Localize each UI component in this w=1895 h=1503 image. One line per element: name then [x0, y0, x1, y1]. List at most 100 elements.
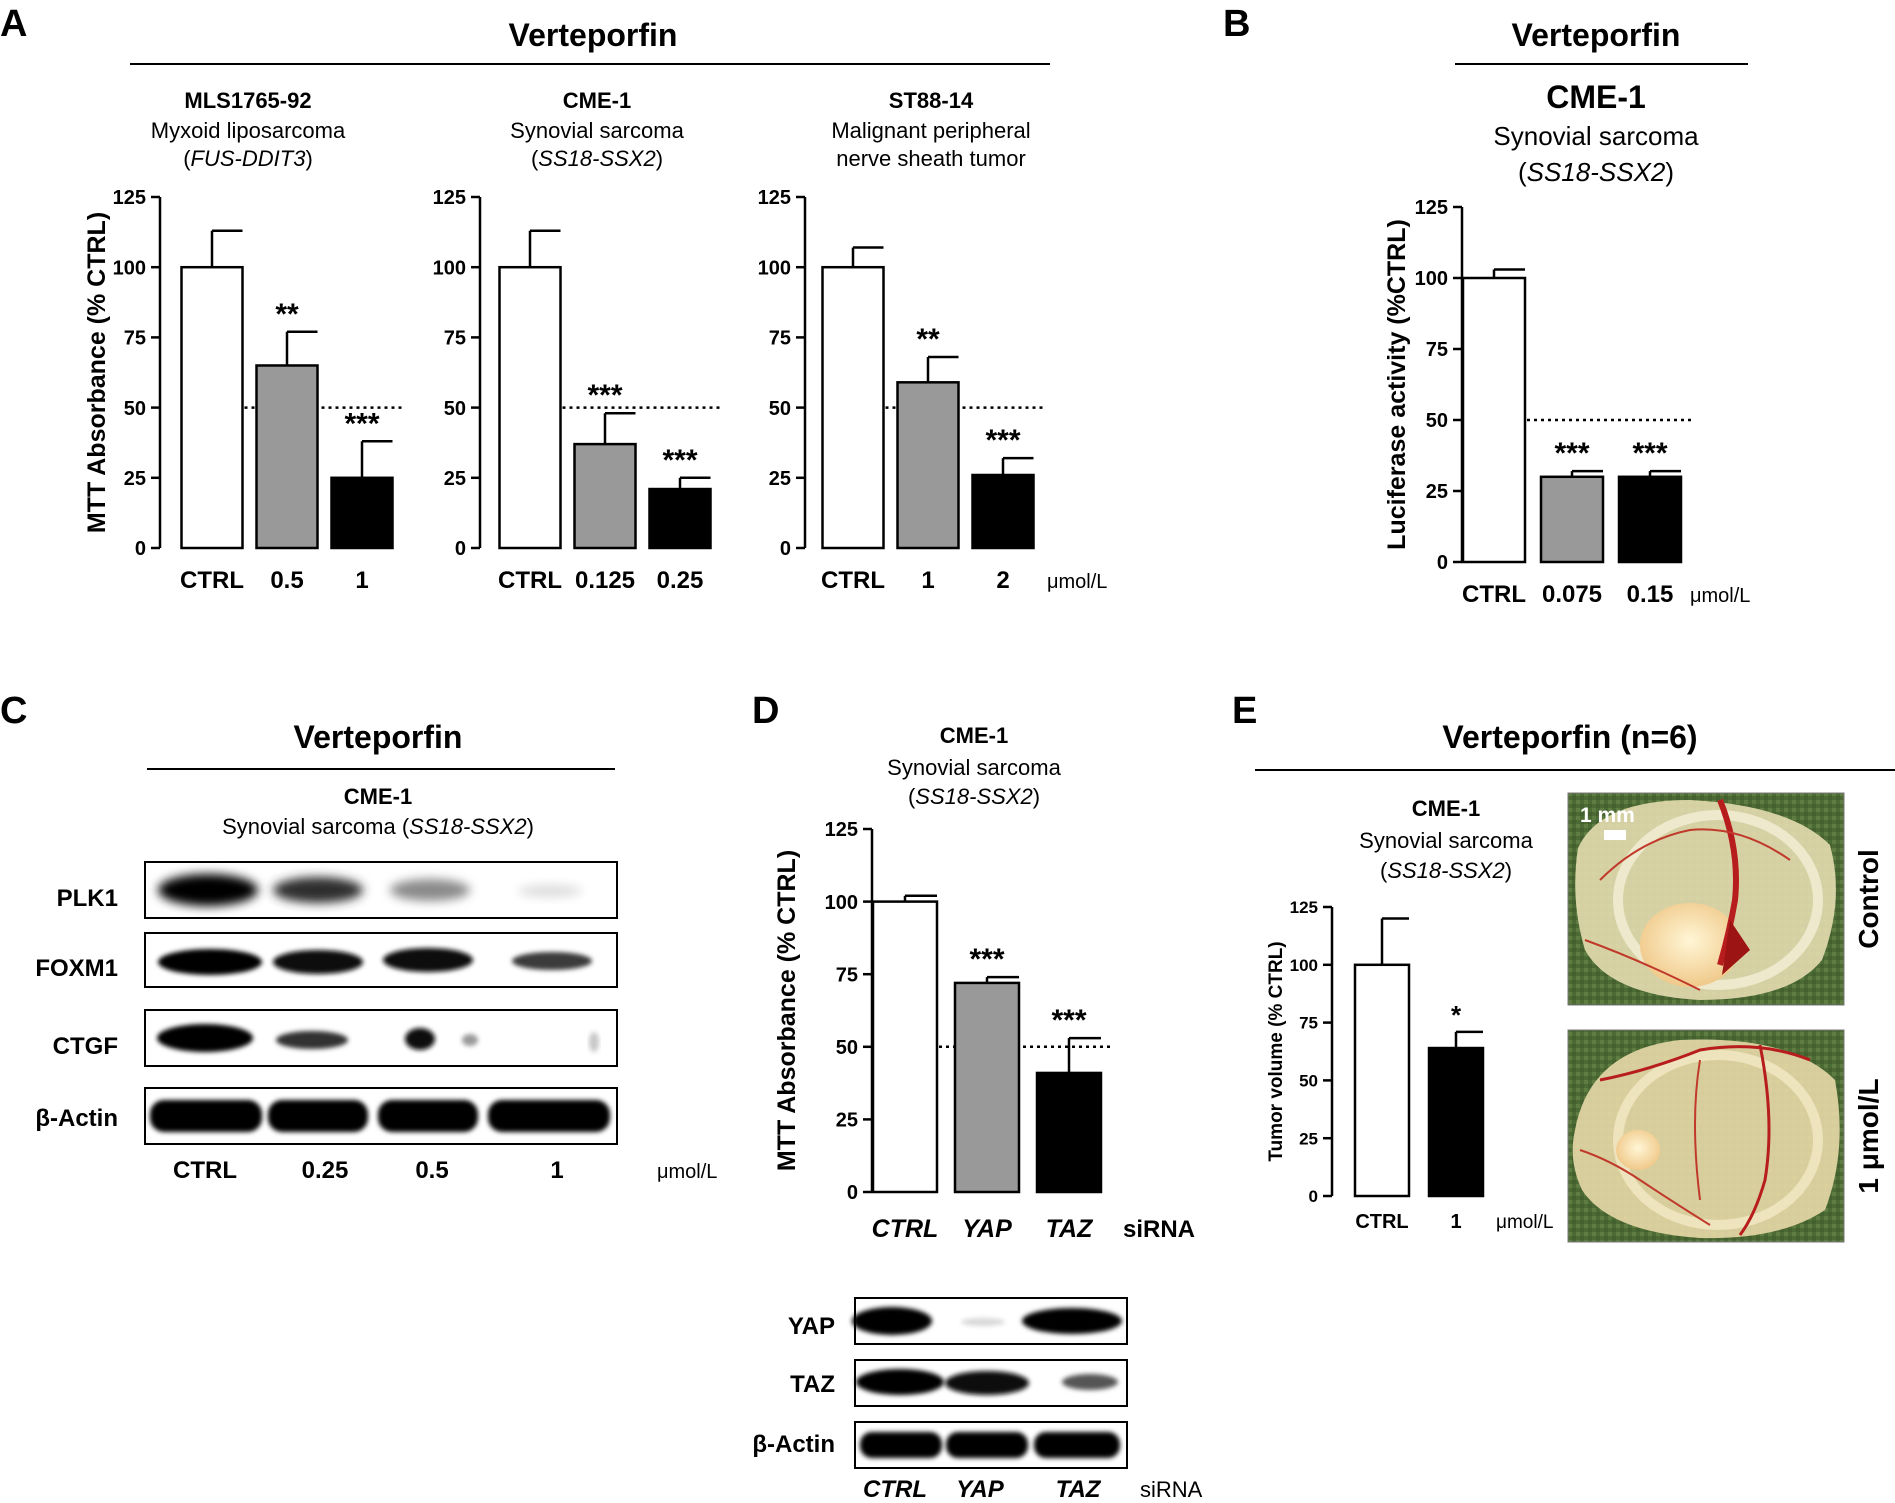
- vessel-control-2: [1722, 920, 1750, 975]
- panel-letter-e: E: [1232, 690, 1257, 732]
- a2-ytick-label: 0: [455, 538, 466, 560]
- panel-letter-c: C: [0, 690, 27, 732]
- a1-category-label: 1: [355, 567, 368, 594]
- panel-letter-a: A: [0, 3, 27, 45]
- a1-significance-marker: ***: [344, 407, 379, 440]
- vessel-control-1: [1717, 798, 1739, 966]
- vessel-control-4: [1584, 939, 1701, 991]
- band-plk1-1: [518, 885, 582, 897]
- a3-bar-CTRL: [821, 265, 885, 550]
- d-significance-marker: ***: [1051, 1004, 1086, 1037]
- b-bar-0.15: [1617, 475, 1683, 564]
- d-bar-CTRL: [871, 900, 939, 1194]
- a2-ytick-label: 125: [433, 187, 466, 209]
- a3-bar-2: [971, 473, 1035, 550]
- chart-a2: 0 25 50 75 100 125 CTRL *** 0.125 *** 0.25: [433, 187, 723, 594]
- band-yap-ctrl: [852, 1307, 932, 1335]
- a1-ytick-label: 125: [113, 187, 146, 209]
- a3-ytick-label: 125: [758, 187, 791, 209]
- vessel-treated-1: [1599, 1045, 1811, 1082]
- a3-subtitle-line2: nerve sheath tumor: [836, 146, 1026, 171]
- a2-ytick-label: 75: [444, 328, 466, 350]
- blot-c-lane-0.25: 0.25: [302, 1157, 349, 1184]
- western-blot-c: PLK1 FOXM1 CTGF β-Actin CTRL 0.25 0.5 1 …: [35, 861, 717, 1184]
- e-ytick-label: 75: [1299, 1014, 1318, 1033]
- e-bar-CTRL: [1353, 963, 1411, 1198]
- a2-category-label: 0.25: [657, 567, 704, 594]
- panel-e-fusion: (SS18-SSX2): [1380, 858, 1512, 883]
- scale-bar-label: 1 mm: [1580, 804, 1635, 827]
- panel-d-unit: siRNA: [1123, 1216, 1195, 1243]
- ring-control: [1613, 810, 1823, 990]
- a3-ytick-label: 0: [780, 538, 791, 560]
- a1-bar-0.5: [255, 364, 319, 550]
- blot-c-lane-1: 1: [550, 1157, 563, 1184]
- scale-bar: [1604, 830, 1626, 840]
- tumor-treated: [1616, 1130, 1660, 1170]
- panel-d-fusion: (SS18-SSX2): [908, 784, 1040, 809]
- blot-d-lane-ctrl: CTRL: [863, 1476, 927, 1503]
- band-yap-yap: [961, 1318, 1005, 1326]
- a3-ytick-label: 50: [769, 398, 791, 420]
- panel-b-fusion: (SS18-SSX2): [1518, 157, 1674, 187]
- a1-category-label: 0.5: [270, 567, 303, 594]
- d-ytick-label: 75: [836, 964, 858, 986]
- a2-ytick-label: 100: [433, 257, 466, 279]
- vessel-treated-3: [1579, 1149, 1711, 1226]
- blot-c-lane-0.5: 0.5: [415, 1157, 448, 1184]
- a1-ytick-label: 75: [124, 328, 146, 350]
- a2-bar-0.125: [573, 442, 637, 550]
- d-category-label: TAZ: [1046, 1215, 1094, 1243]
- e-ytick-label: 0: [1309, 1187, 1318, 1206]
- d-ytick-label: 25: [836, 1110, 858, 1132]
- band-actin-ctrl: [150, 1100, 262, 1132]
- a3-ytick-label: 100: [758, 257, 791, 279]
- vessel-treated-2: [1738, 1044, 1771, 1236]
- band-actin-d-yap: [946, 1432, 1028, 1458]
- b-category-label: 0.15: [1627, 581, 1674, 608]
- band-actin-1: [488, 1100, 610, 1132]
- photo-treated: [1567, 1029, 1845, 1243]
- band-plk1-ctrl: [158, 874, 258, 906]
- band-actin-d-ctrl: [860, 1432, 942, 1458]
- a3-ytick-label: 75: [769, 328, 791, 350]
- a3-cell-line: ST88-14: [889, 88, 974, 113]
- a3-category-label: 2: [996, 567, 1009, 594]
- blot-c-label-ctgf: CTGF: [53, 1033, 118, 1060]
- e-y-axis-title: Tumor volume (% CTRL): [1266, 941, 1287, 1161]
- a2-significance-marker: ***: [587, 379, 622, 412]
- d-ytick-label: 100: [825, 892, 858, 914]
- a3-category-label: 1: [921, 567, 934, 594]
- a1-ytick-label: 0: [135, 538, 146, 560]
- band-foxm1-1: [512, 952, 592, 970]
- d-ytick-label: 125: [825, 819, 858, 841]
- chart-d: 0 25 50 75 100 125 MTT Absorbance (% CTRL) CTRL…: [773, 819, 1113, 1243]
- e-significance-marker: *: [1451, 1000, 1462, 1030]
- d-ytick-label: 50: [836, 1037, 858, 1059]
- e-ytick-label: 125: [1290, 898, 1318, 917]
- b-ytick-label: 100: [1415, 268, 1448, 290]
- a1-ytick-label: 50: [124, 398, 146, 420]
- panel-letter-d: D: [752, 690, 779, 732]
- panel-b-cell-line: CME-1: [1546, 79, 1646, 115]
- b-ytick-label: 0: [1437, 552, 1448, 574]
- b-significance-marker: ***: [1632, 437, 1667, 470]
- band-yap-taz: [1022, 1308, 1122, 1334]
- a3-significance-marker: **: [916, 323, 940, 356]
- d-bar-YAP: [953, 981, 1021, 1194]
- band-ctgf-0.5-faint: [462, 1034, 478, 1046]
- a2-fusion: (SS18-SSX2): [531, 146, 663, 171]
- panel-c-header: Verteporfin: [294, 719, 463, 755]
- band-actin-d-taz: [1034, 1432, 1120, 1458]
- b-bar-CTRL: [1461, 276, 1527, 564]
- a2-category-label: CTRL: [498, 567, 562, 594]
- a1-significance-marker: **: [275, 298, 299, 331]
- a2-cell-line: CME-1: [563, 88, 631, 113]
- panel-e-unit: μmol/L: [1496, 1212, 1553, 1233]
- band-actin-0.5: [378, 1100, 478, 1132]
- photo-label-control: Control: [1853, 849, 1884, 949]
- panel-a-unit: μmol/L: [1047, 571, 1107, 593]
